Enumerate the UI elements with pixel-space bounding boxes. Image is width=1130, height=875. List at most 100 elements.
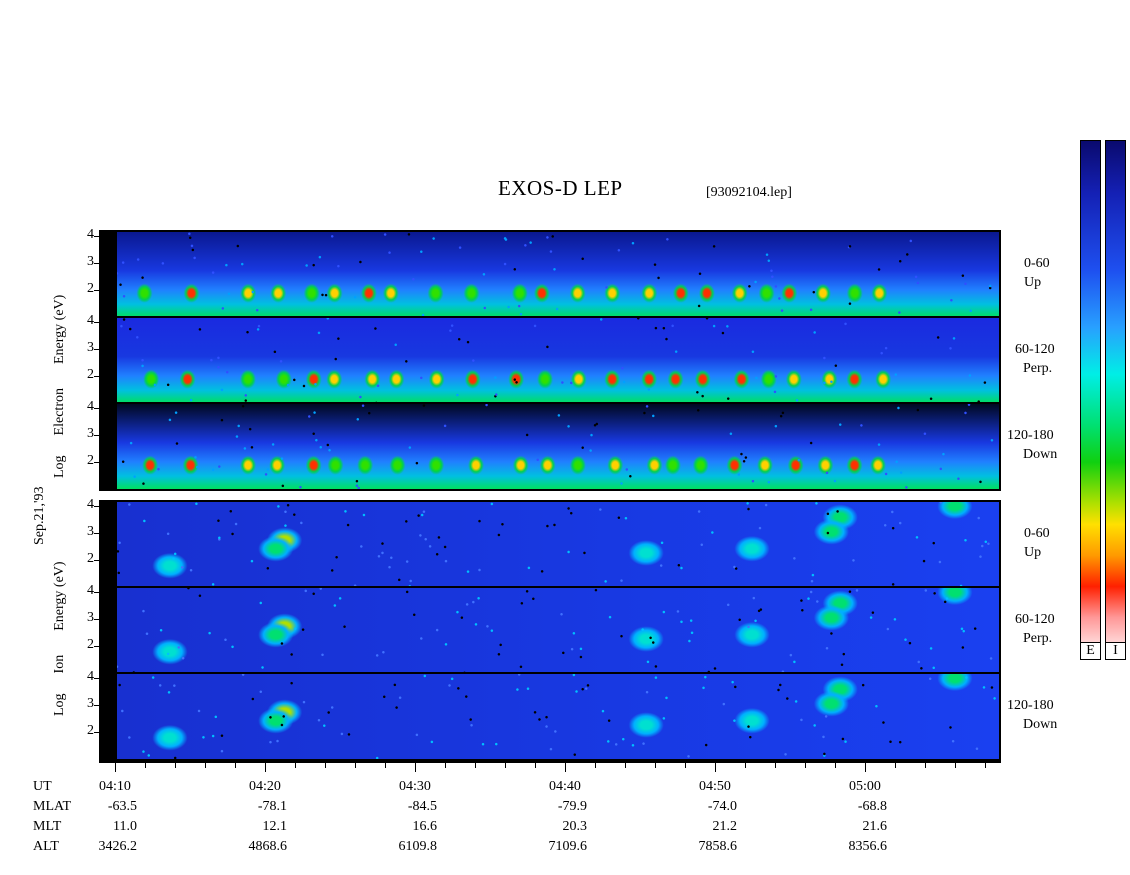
channel-label-line: 120-180 (1007, 428, 1054, 443)
x-tick-mlat: -68.8 (857, 799, 887, 814)
x-tick-mark (415, 762, 416, 772)
channel-label: 120-180 Down (1007, 696, 1057, 734)
y-tick-label: 4 (87, 583, 94, 598)
x-tick-mark (265, 762, 266, 772)
chart-title: EXOS-D LEP (498, 176, 623, 200)
y-tick-mark (94, 408, 100, 409)
time-gap-bar (100, 502, 117, 587)
x-tick-mlt: 11.0 (113, 819, 137, 834)
ion-colorbar-label: I (1105, 642, 1126, 660)
x-tick-mark (445, 762, 446, 768)
time-gap-bar (100, 404, 117, 489)
x-tick-mlat: -63.5 (107, 799, 137, 814)
x-tick-mark (625, 762, 626, 768)
channel-label-line: Down (1023, 447, 1058, 462)
channel-label-line: 60-120 (1015, 342, 1055, 357)
channel-label-line: Down (1023, 717, 1058, 732)
x-tick-mark (715, 762, 716, 772)
y-label-word: Log (52, 455, 67, 478)
spectrogram-image (117, 588, 999, 673)
x-tick-mark (565, 762, 566, 772)
x-tick-mark (655, 762, 656, 768)
x-tick-mark (325, 762, 326, 768)
spectrogram-image (117, 318, 999, 403)
x-tick-ut: 05:00 (849, 779, 881, 794)
x-tick-mark (115, 762, 116, 772)
y-tick-mark (94, 678, 100, 679)
x-tick-mark (955, 762, 956, 768)
channel-label-line: Up (1024, 545, 1042, 560)
x-tick-mlt: 21.2 (712, 819, 738, 834)
time-gap-bar (100, 588, 117, 673)
y-tick-mark (94, 732, 100, 733)
channel-label-line: 120-180 (1007, 698, 1054, 713)
x-tick-mlat: -79.9 (557, 799, 587, 814)
x-tick-alt: 7858.6 (698, 839, 738, 854)
x-tick-mark (145, 762, 146, 768)
channel-label-line: Up (1024, 275, 1042, 290)
channel-label: 120-180 Down (1007, 426, 1057, 464)
x-row-label: MLAT (33, 799, 72, 814)
x-tick-alt: 8356.6 (848, 839, 888, 854)
channel-label: 0-60 Up (1024, 524, 1050, 562)
y-tick-mark (94, 322, 100, 323)
time-gap-bar (100, 232, 117, 317)
y-label-word: Energy (eV) (52, 561, 67, 631)
x-tick-alt: 3426.2 (98, 839, 138, 854)
x-axis-line (99, 761, 1001, 763)
y-tick-mark (94, 705, 100, 706)
y-tick-label: 4 (87, 669, 94, 684)
y-label-word: Ion (52, 654, 67, 674)
x-tick-mark (205, 762, 206, 768)
spectrogram-image (117, 404, 999, 489)
y-tick-label: 3 (87, 524, 94, 539)
x-tick-mark (535, 762, 536, 768)
y-label-word: Log (52, 693, 67, 716)
y-tick-mark (94, 236, 100, 237)
x-tick-ut: 04:50 (699, 779, 731, 794)
channel-label-line: 0-60 (1024, 526, 1050, 541)
ion-colorbar (1105, 140, 1126, 660)
ion-panel-2 (100, 588, 999, 673)
date-label: Sep.21,'93 (32, 486, 47, 545)
time-gap-bar (100, 674, 117, 759)
electron-panel-1 (100, 232, 999, 317)
y-tick-label: 4 (87, 399, 94, 414)
y-tick-mark (94, 290, 100, 291)
electron-panel-2 (100, 318, 999, 403)
y-tick-label: 3 (87, 254, 94, 269)
y-tick-label: 2 (87, 637, 94, 652)
channel-label: 60-120 Perp. (1015, 610, 1055, 648)
x-tick-mlat: -84.5 (407, 799, 437, 814)
x-row-label: UT (33, 779, 52, 794)
x-tick-mark (175, 762, 176, 768)
x-tick-alt: 7109.6 (548, 839, 588, 854)
y-tick-label: 3 (87, 696, 94, 711)
electron-colorbar (1080, 140, 1101, 660)
y-tick-mark (94, 646, 100, 647)
x-row-label: MLT (33, 819, 62, 834)
x-tick-mark (985, 762, 986, 768)
x-tick-mark (745, 762, 746, 768)
electron-colorbar-label: E (1080, 642, 1101, 660)
y-tick-label: 2 (87, 453, 94, 468)
y-tick-mark (94, 462, 100, 463)
y-label-word: Energy (eV) (52, 294, 67, 365)
panel-separator (100, 672, 999, 674)
channel-label-line: 60-120 (1015, 612, 1055, 627)
y-tick-label: 3 (87, 340, 94, 355)
ion-y-label: Log Ion Energy (eV) (52, 561, 68, 716)
x-tick-mlt: 16.6 (412, 819, 438, 834)
panel-separator (100, 316, 999, 318)
x-tick-alt: 6109.8 (398, 839, 438, 854)
x-tick-mlt: 12.1 (262, 819, 288, 834)
channel-label-line: 0-60 (1024, 256, 1050, 271)
x-tick-mark (685, 762, 686, 768)
panel-separator (100, 586, 999, 588)
y-tick-label: 4 (87, 313, 94, 328)
x-row-label: ALT (33, 839, 59, 854)
x-tick-mark (355, 762, 356, 768)
y-tick-label: 3 (87, 610, 94, 625)
y-tick-label: 4 (87, 497, 94, 512)
x-tick-ut: 04:40 (549, 779, 581, 794)
